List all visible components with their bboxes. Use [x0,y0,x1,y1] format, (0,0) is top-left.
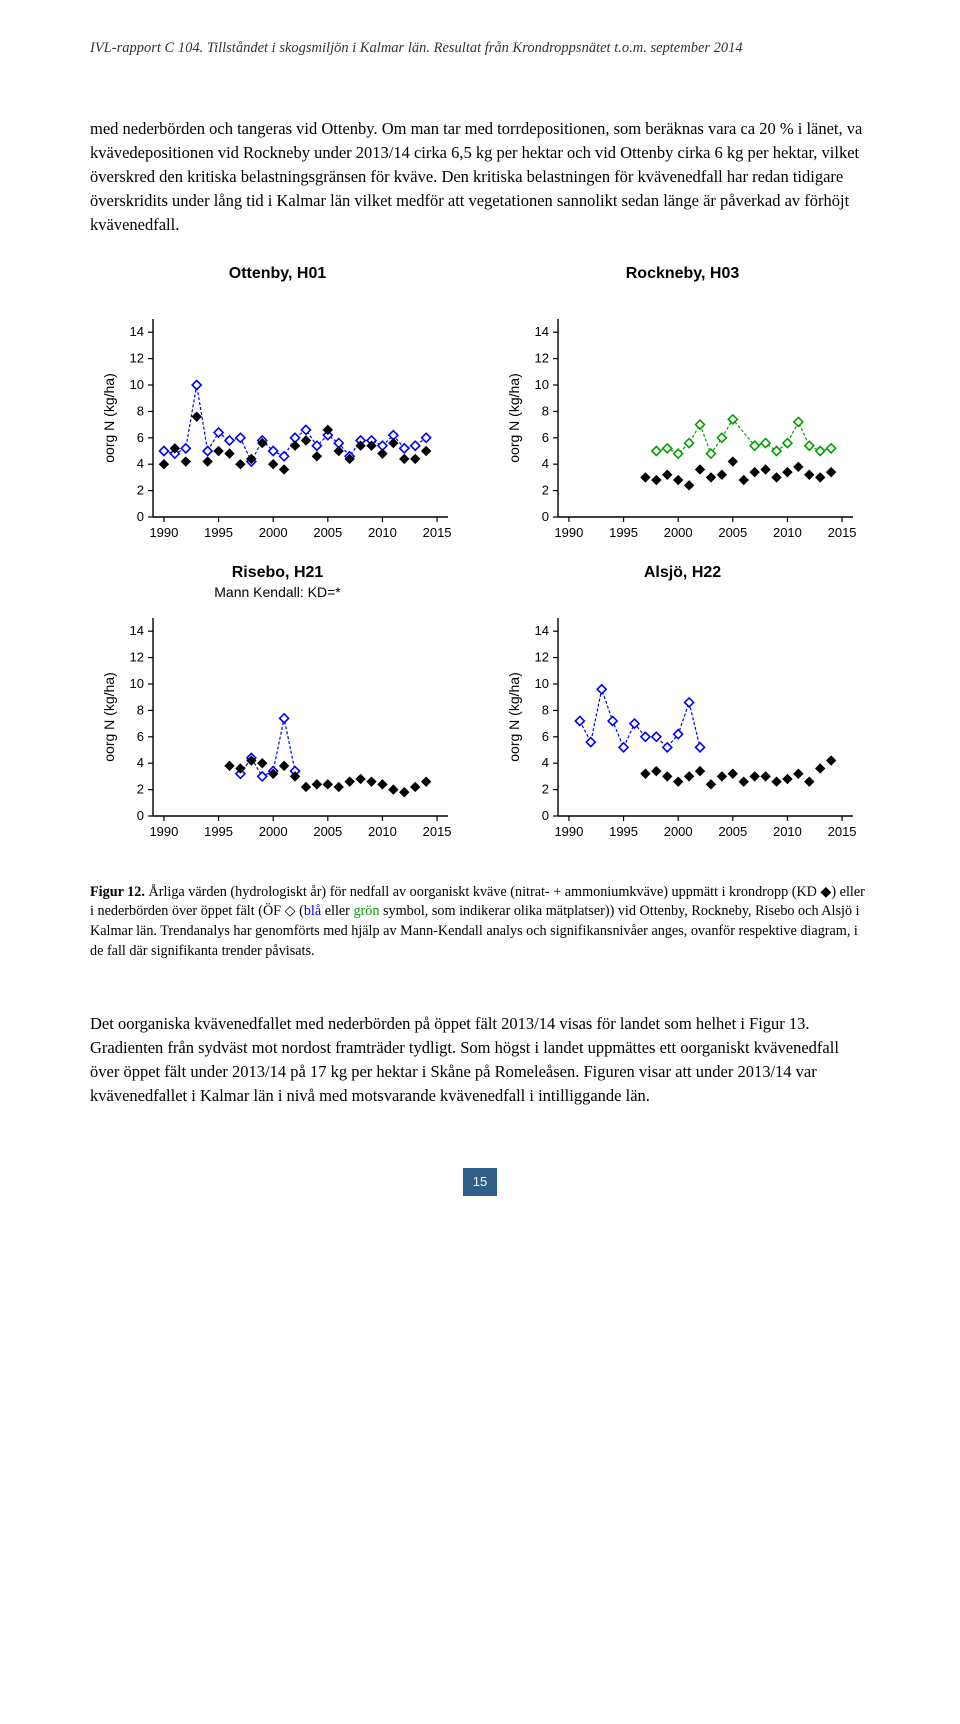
svg-text:10: 10 [129,676,143,691]
paragraph-1: med nederbörden och tangeras vid Ottenby… [90,117,870,237]
svg-text:10: 10 [534,676,548,691]
svg-text:oorg N (kg/ha): oorg N (kg/ha) [101,373,117,462]
svg-text:2: 2 [136,482,143,497]
svg-text:1995: 1995 [204,525,233,540]
svg-text:2: 2 [136,781,143,796]
svg-text:8: 8 [541,403,548,418]
svg-text:10: 10 [129,377,143,392]
chart-plot: 0 2 4 6 8 10 12 14 1990 1995 2000 2005 2010 2015 oorg … [98,309,458,554]
svg-text:4: 4 [541,755,548,770]
svg-text:6: 6 [541,429,548,444]
svg-text:2000: 2000 [258,824,287,839]
svg-text:2010: 2010 [367,824,396,839]
svg-text:14: 14 [534,623,548,638]
chart-cell: Rockneby, H03 0 2 4 6 8 10 12 14 1990 1995 2000 2005… [495,265,870,554]
chart-plot: 0 2 4 6 8 10 12 14 1990 1995 2000 2005 2010 2015 oorg … [503,309,863,554]
svg-text:2005: 2005 [313,525,342,540]
chart-svg: 0 2 4 6 8 10 12 14 1990 1995 2000 2005 2010 2015 oorg … [98,608,458,848]
figure-12-grid: Ottenby, H010246810121419901995200020052… [90,265,870,853]
chart-title: Rockneby, H03 [626,265,740,283]
svg-text:14: 14 [129,324,143,339]
svg-text:0: 0 [136,808,143,823]
svg-text:2010: 2010 [367,525,396,540]
svg-text:2010: 2010 [772,525,801,540]
svg-text:oorg N (kg/ha): oorg N (kg/ha) [101,672,117,761]
chart-plot: 0 2 4 6 8 10 12 14 1990 1995 2000 2005 2010 2015 oorg … [503,608,863,853]
svg-text:oorg N (kg/ha): oorg N (kg/ha) [506,373,522,462]
svg-text:0: 0 [541,808,548,823]
svg-text:2000: 2000 [258,525,287,540]
svg-text:14: 14 [534,324,548,339]
chart-cell: Alsjö, H22 0 2 4 6 8 10 12 14 1990 1995 2000 2005 201… [495,564,870,853]
caption-lead: Figur 12. [90,884,145,900]
chart-title: Alsjö, H22 [644,564,721,582]
svg-text:12: 12 [534,649,548,664]
svg-text:6: 6 [136,429,143,444]
svg-text:1995: 1995 [609,824,638,839]
chart-svg: 0 2 4 6 8 10 12 14 1990 1995 2000 2005 2010 2015 oorg … [503,608,863,848]
figure-12-caption: Figur 12. Årliga värden (hydrologiskt år… [90,883,870,963]
svg-text:4: 4 [541,456,548,471]
svg-text:2015: 2015 [827,824,856,839]
chart-cell: Risebo, H21 Mann Kendall: KD=* 0 2 4 6 8 10 12 14… [90,564,465,853]
caption-green: grön [353,903,379,919]
page-number: 15 [463,1168,497,1196]
svg-text:14: 14 [129,623,143,638]
svg-text:4: 4 [136,755,143,770]
svg-text:12: 12 [129,649,143,664]
chart-svg: 0 2 4 6 8 10 12 14 1990 1995 2000 2005 2010 2015 oorg … [98,309,458,549]
svg-text:1990: 1990 [149,824,178,839]
svg-text:2015: 2015 [422,824,451,839]
chart-subtitle: Mann Kendall: KD=* [214,584,340,602]
chart-svg: 0 2 4 6 8 10 12 14 1990 1995 2000 2005 2010 2015 oorg … [503,309,863,549]
svg-text:12: 12 [129,350,143,365]
svg-text:1990: 1990 [149,525,178,540]
svg-text:8: 8 [541,702,548,717]
svg-text:2000: 2000 [663,525,692,540]
chart-cell: Ottenby, H01 0 2 4 6 8 10 12 14 1990 1995 2000 2005 2… [90,265,465,554]
chart-plot: 0 2 4 6 8 10 12 14 1990 1995 2000 2005 2010 2015 oorg … [98,608,458,853]
svg-text:4: 4 [136,456,143,471]
svg-text:10: 10 [534,377,548,392]
svg-text:0: 0 [541,509,548,524]
svg-text:12: 12 [534,350,548,365]
report-header: IVL-rapport C 104. Tillståndet i skogsmi… [90,40,870,57]
svg-text:2005: 2005 [718,824,747,839]
svg-text:2015: 2015 [827,525,856,540]
svg-text:8: 8 [136,702,143,717]
svg-text:2005: 2005 [718,525,747,540]
svg-text:1990: 1990 [554,525,583,540]
chart-title: Ottenby, H01 [229,265,327,283]
svg-text:2000: 2000 [663,824,692,839]
svg-text:1995: 1995 [204,824,233,839]
svg-text:2015: 2015 [422,525,451,540]
svg-text:6: 6 [136,728,143,743]
svg-text:1995: 1995 [609,525,638,540]
caption-blue: blå [304,903,321,919]
paragraph-2: Det oorganiska kvävenedfallet med nederb… [90,1012,870,1108]
svg-text:1990: 1990 [554,824,583,839]
svg-text:2010: 2010 [772,824,801,839]
svg-text:2: 2 [541,781,548,796]
svg-text:oorg N (kg/ha): oorg N (kg/ha) [506,672,522,761]
svg-text:8: 8 [136,403,143,418]
svg-text:6: 6 [541,728,548,743]
svg-text:0: 0 [136,509,143,524]
chart-title: Risebo, H21 [232,564,324,582]
svg-text:2005: 2005 [313,824,342,839]
svg-text:2: 2 [541,482,548,497]
